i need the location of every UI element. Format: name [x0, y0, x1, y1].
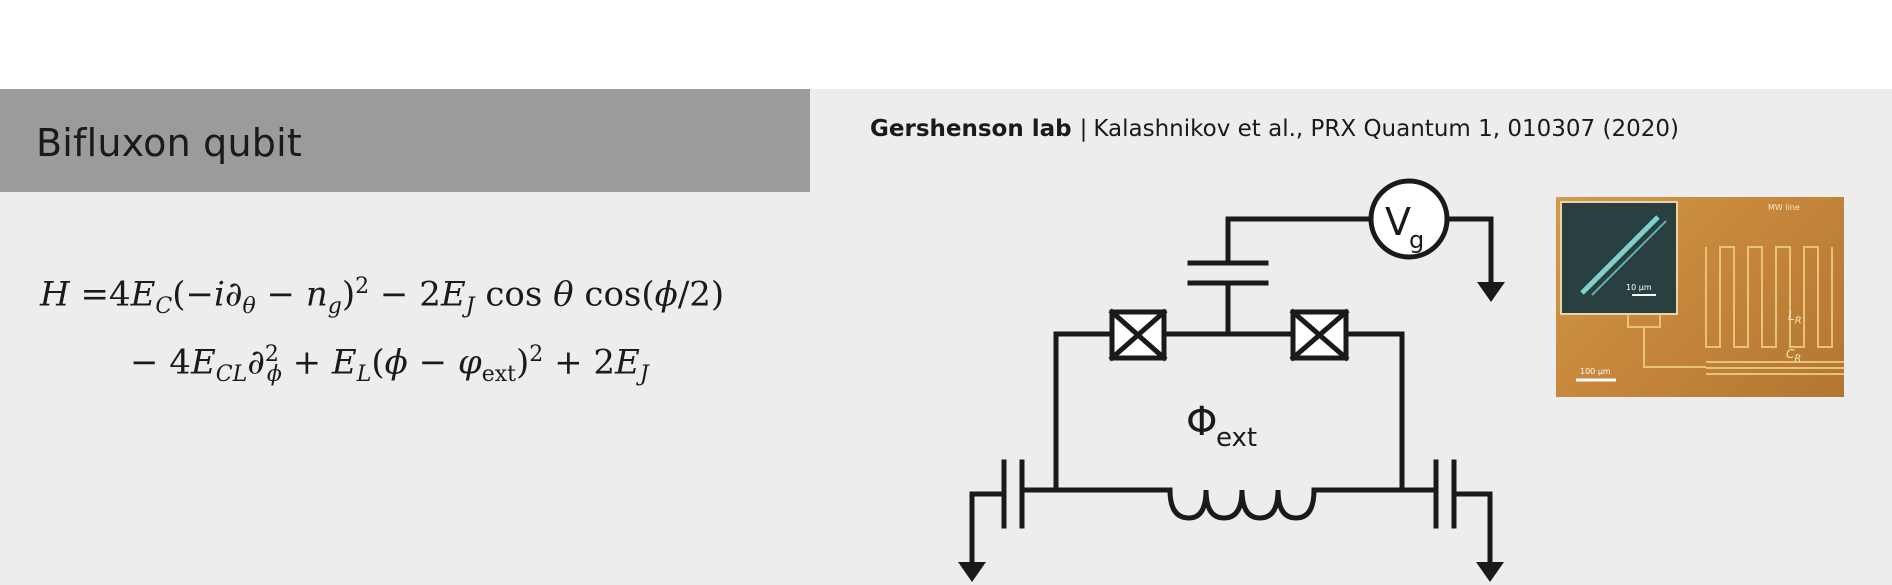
- scale-bar-label: 100 μm: [1580, 367, 1611, 376]
- eq-symbol: CL: [215, 362, 248, 388]
- eq-symbol: C: [155, 294, 173, 320]
- josephson-junction-left: [1108, 308, 1168, 362]
- title-bar: [0, 89, 810, 192]
- slide-title: Bifluxon qubit: [36, 121, 302, 165]
- eq-symbol: +: [281, 342, 332, 383]
- flux-label-subscript: ext: [1216, 423, 1257, 453]
- capacitor-label-sub: R: [1794, 353, 1802, 365]
- eq-symbol: J: [639, 362, 649, 388]
- mw-line-label: MW line: [1768, 203, 1800, 212]
- eq-symbol: 2: [529, 342, 544, 367]
- eq-symbol: J: [465, 294, 475, 320]
- inductor-label: LR: [1788, 309, 1802, 326]
- eq-symbol: − 4: [130, 342, 191, 383]
- inductor-label-sub: R: [1794, 315, 1802, 327]
- eq-symbol: (−: [172, 274, 215, 315]
- inset-scale-label: 10 μm: [1626, 283, 1652, 292]
- eq-symbol: cos(: [573, 274, 655, 315]
- eq-symbol: φ: [457, 342, 482, 383]
- eq-symbol: − 2: [369, 274, 441, 315]
- eq-symbol: ∂: [224, 274, 243, 315]
- eq-symbol: cos: [474, 274, 554, 315]
- josephson-junction-right: [1289, 308, 1350, 362]
- eq-symbol: L: [356, 362, 372, 388]
- capacitor-label-symbol: C: [1786, 347, 1795, 361]
- eq-symbol: −: [407, 342, 458, 383]
- eq-symbol: θ: [553, 274, 574, 315]
- right-ground-wire: [1451, 491, 1493, 565]
- inductor: [1167, 487, 1317, 521]
- eq-symbol: E: [615, 342, 640, 383]
- eq-symbol: E: [190, 342, 216, 383]
- voltage-source-subscript: g: [1409, 226, 1424, 254]
- eq-symbol: g: [327, 294, 342, 320]
- eq-symbol: ϕ: [266, 362, 282, 388]
- device-micrograph: 10 μm MW line LR CR 100 μm: [1556, 197, 1844, 397]
- eq-symbol: E: [130, 274, 156, 315]
- eq-symbol: ): [341, 274, 356, 315]
- hamiltonian-line-1: H =4EC(−i∂θ − ng)2 − 2EJ cos θ cos(ϕ/2): [40, 274, 724, 319]
- eq-symbol: −: [255, 274, 306, 315]
- eq-symbol: (: [371, 342, 385, 383]
- gate-wire: [1225, 216, 1371, 263]
- eq-symbol: 2: [355, 274, 370, 299]
- eq-symbol: =4: [69, 274, 131, 315]
- eq-symbol: ∂: [247, 342, 265, 383]
- hamiltonian-line-2: − 4ECL∂2ϕ + EL(ϕ − φext)2 + 2EJ: [130, 342, 649, 387]
- eq-symbol: ϕ: [384, 342, 408, 383]
- eq-symbol: i: [214, 274, 225, 315]
- eq-symbol: /2): [677, 274, 725, 315]
- capacitor-label: CR: [1786, 347, 1801, 364]
- eq-symbol: n: [305, 274, 328, 315]
- left-branch-wire: [1053, 331, 1115, 493]
- ground-arrow-icon: [1476, 562, 1504, 582]
- eq-symbol: θ: [242, 294, 256, 320]
- right-branch-wire: [1343, 331, 1405, 493]
- inductor-label-symbol: L: [1788, 309, 1795, 323]
- eq-symbol: ): [516, 342, 530, 383]
- left-ground-wire: [969, 491, 1007, 565]
- citation-lab: Gershenson lab: [870, 116, 1072, 142]
- eq-symbol: E: [331, 342, 357, 383]
- source-ground-wire: [1444, 216, 1494, 285]
- micrograph-inset: 10 μm: [1560, 201, 1678, 315]
- eq-symbol: ext: [481, 362, 517, 388]
- ground-arrow-icon: [958, 562, 986, 582]
- eq-symbol: H: [40, 274, 70, 315]
- citation: Gershenson lab | Kalashnikov et al., PRX Q…: [870, 116, 1679, 142]
- eq-symbol: 2: [264, 342, 279, 367]
- eq-symbol: E: [440, 274, 466, 315]
- flux-label: Φ: [1186, 399, 1217, 445]
- ground-arrow-icon: [1477, 282, 1505, 302]
- inset-junctions: [1580, 215, 1667, 296]
- eq-symbol: ϕ: [654, 274, 678, 315]
- eq-symbol: + 2: [543, 342, 616, 383]
- citation-reference: Kalashnikov et al., PRX Quantum 1, 01030…: [1093, 116, 1679, 142]
- voltage-source-label: V: [1385, 200, 1411, 244]
- citation-separator: |: [1079, 116, 1088, 142]
